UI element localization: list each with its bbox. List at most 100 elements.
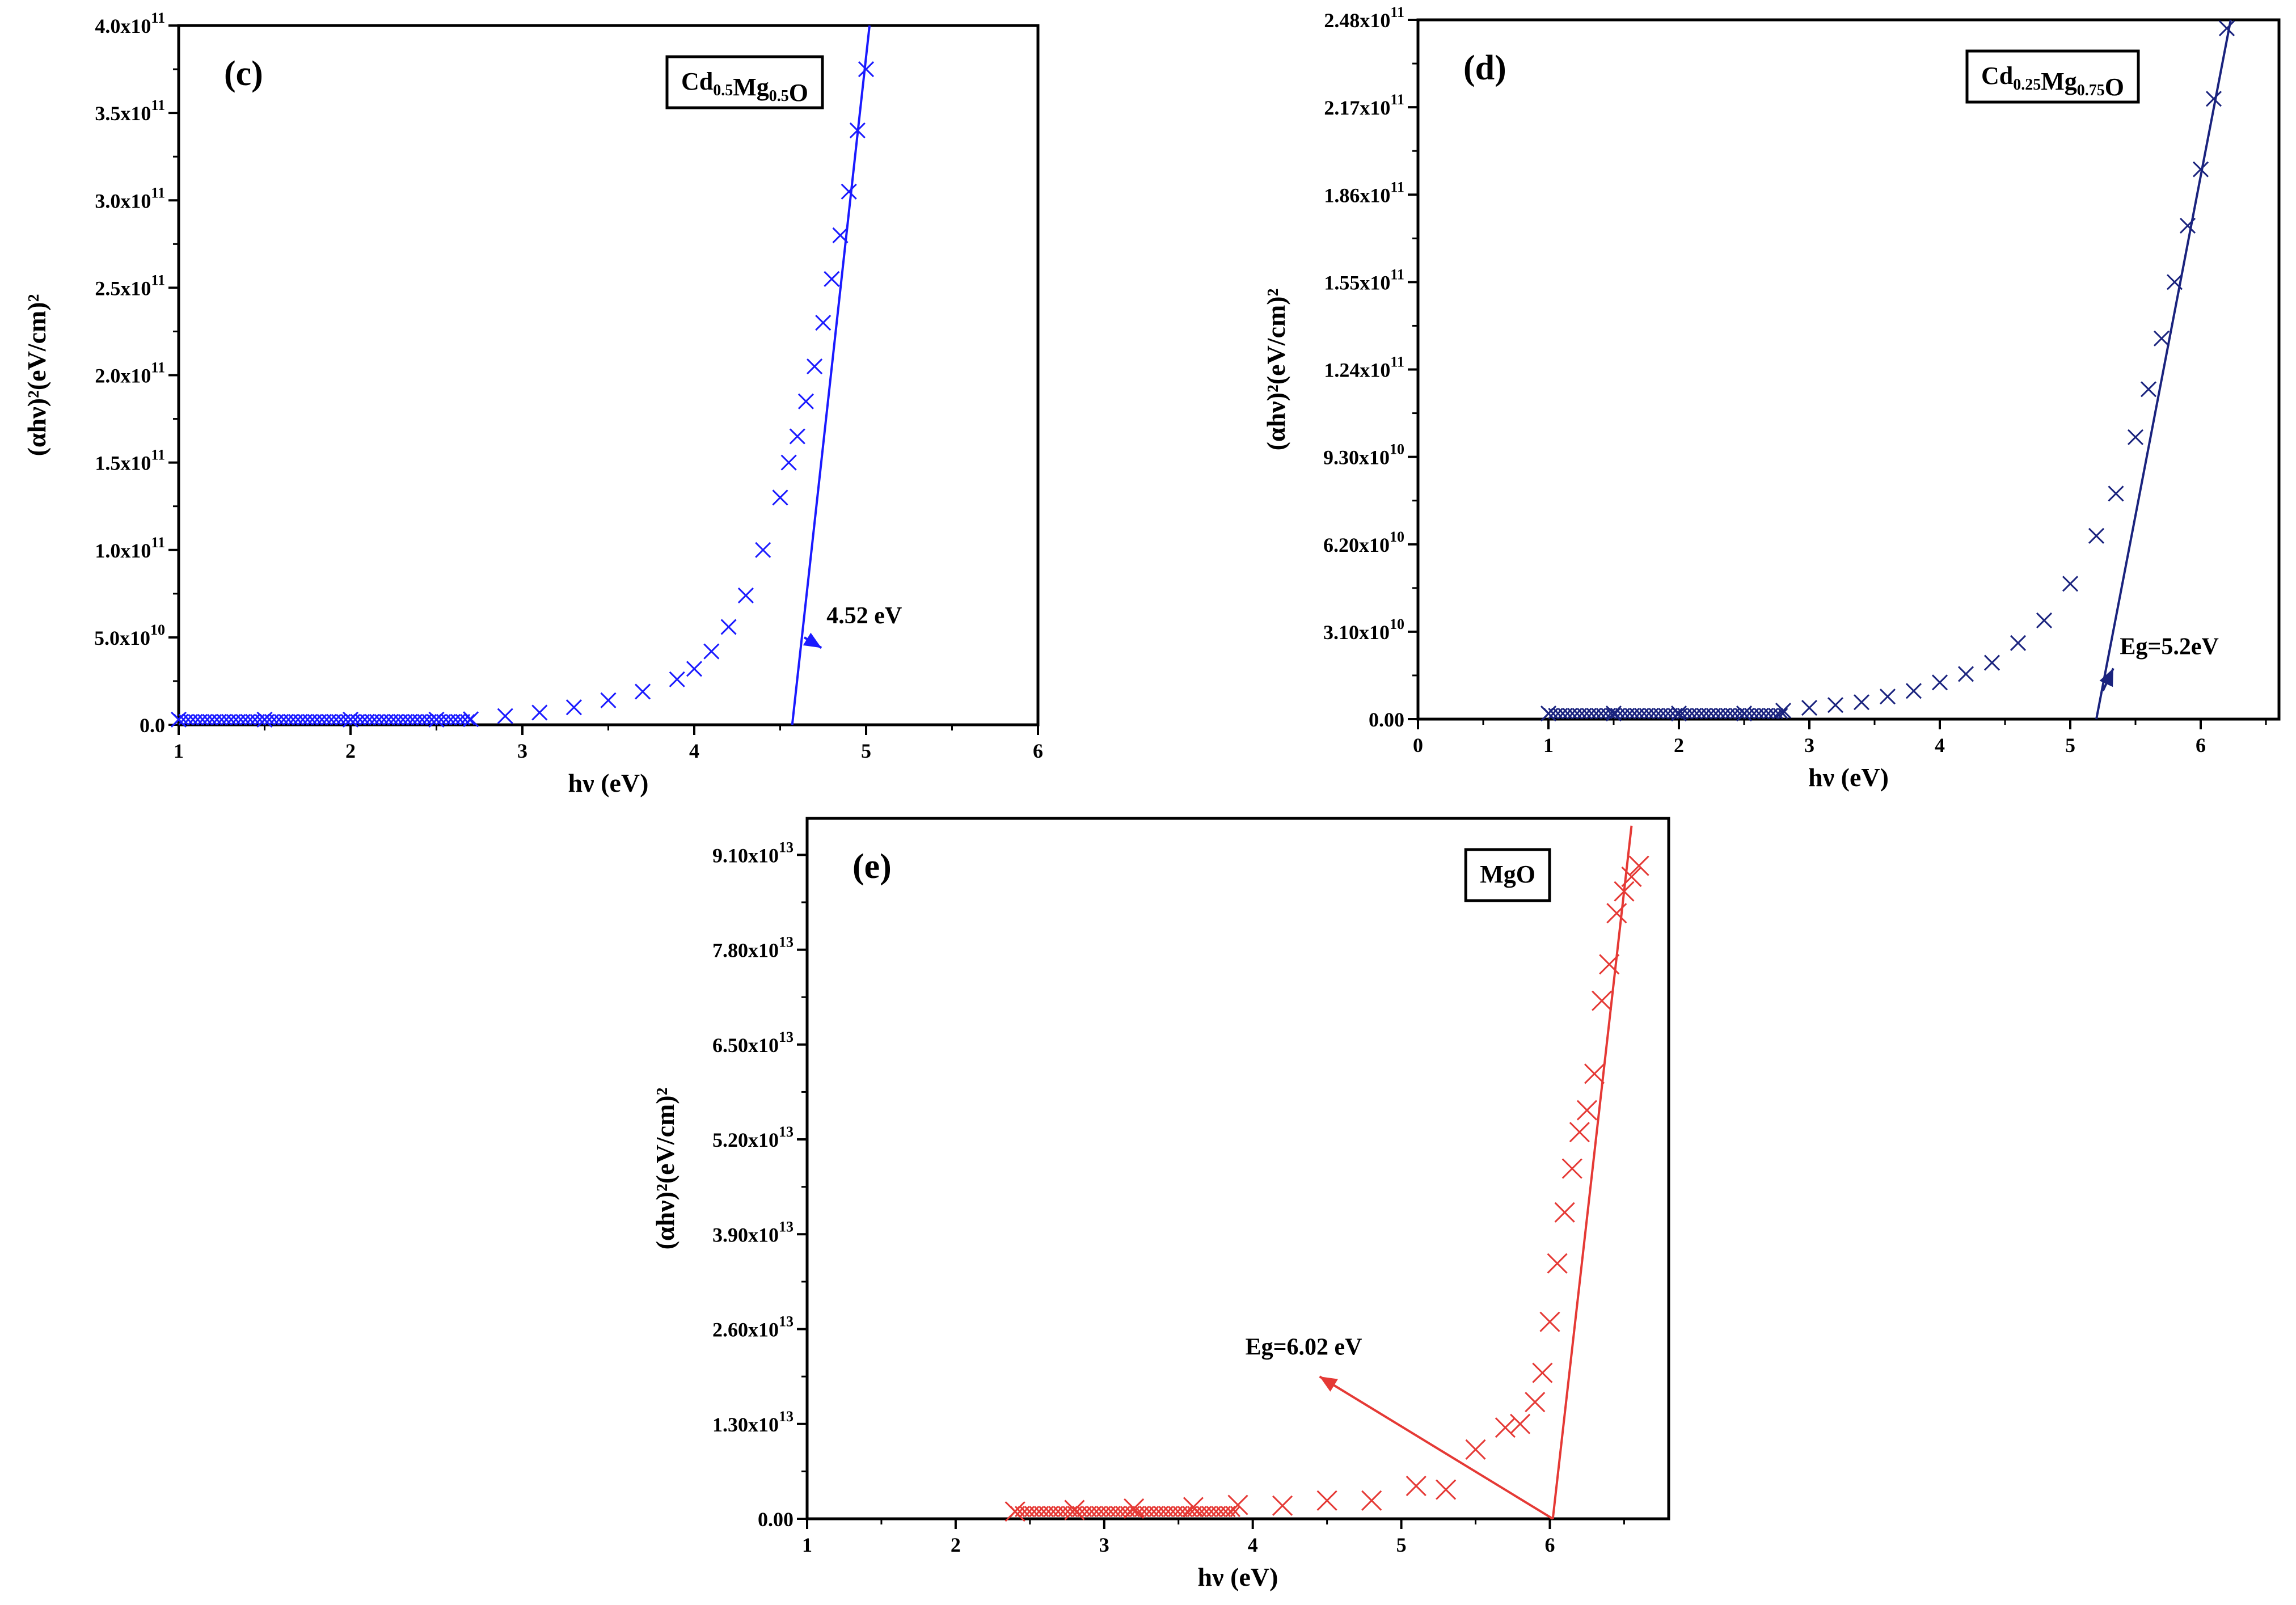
y-tick-label: 3.0x1011 — [95, 184, 165, 212]
annotation-arrowhead — [2099, 668, 2113, 687]
y-tick-label: 5.0x1010 — [94, 622, 165, 649]
data-point — [1931, 674, 1948, 691]
y-tick-label: 0.0 — [140, 714, 165, 737]
data-point — [269, 713, 280, 725]
y-tick-label: 2.5x1011 — [95, 272, 165, 299]
data-point — [497, 708, 513, 724]
data-point — [780, 454, 797, 471]
data-point — [1668, 708, 1678, 720]
data-point — [772, 489, 788, 506]
data-point — [1586, 708, 1597, 720]
panel-label: (c) — [224, 54, 263, 93]
data-point — [212, 713, 222, 725]
x-tick-label: 0 — [1413, 734, 1423, 757]
legend-box — [1464, 848, 1551, 902]
data-point — [1677, 708, 1688, 720]
data-point — [1225, 1506, 1236, 1518]
data-point — [173, 713, 184, 725]
data-point — [2192, 161, 2209, 178]
data-point — [635, 683, 651, 700]
data-point — [1057, 1506, 1069, 1518]
data-point — [436, 713, 447, 725]
data-point — [1615, 708, 1626, 720]
chart-panel-3: 1 2 3 4 5 6 0.00 1.30x1013 2.60x1013 3.90x1013 5.2… — [651, 817, 1670, 1591]
data-point — [412, 713, 423, 725]
data-point — [354, 713, 365, 725]
data-point — [1758, 708, 1769, 720]
x-tick-label: 3 — [517, 740, 527, 762]
legend-box — [665, 55, 824, 109]
data-point — [431, 713, 442, 725]
data-point — [369, 713, 380, 725]
y-tick-label: 3.5x1011 — [95, 97, 165, 125]
data-point — [1039, 1506, 1049, 1518]
data-point — [1043, 1506, 1054, 1518]
data-point — [1686, 708, 1698, 720]
data-point — [1062, 1506, 1073, 1518]
data-point — [1153, 1506, 1164, 1518]
data-point — [302, 713, 313, 725]
data-point — [1024, 1506, 1035, 1518]
data-point — [1072, 1506, 1083, 1518]
data-point — [1624, 708, 1635, 720]
y-tick-label: 4.0x1011 — [95, 10, 165, 37]
y-tick-label: 2.17x1011 — [1324, 91, 1404, 119]
x-tick-label: 5 — [861, 740, 871, 762]
data-point — [1096, 1506, 1107, 1518]
data-point — [1134, 1506, 1145, 1518]
data-point — [1778, 708, 1788, 720]
data-point — [1086, 1506, 1097, 1518]
data-point — [1749, 708, 1759, 720]
x-axis-label: hν (eV) — [1808, 763, 1889, 792]
data-point — [1532, 1362, 1553, 1383]
data-point — [686, 661, 703, 677]
data-point — [197, 713, 208, 725]
data-point — [226, 713, 237, 725]
data-point — [1230, 1506, 1240, 1518]
annotation-label: Eg=6.02 eV — [1246, 1334, 1362, 1361]
data-point — [445, 713, 456, 725]
x-tick-label: 1 — [174, 740, 184, 762]
data-point — [1691, 708, 1702, 720]
data-point — [2140, 381, 2157, 398]
y-tick-label: 5.20x1013 — [712, 1124, 794, 1151]
data-point — [1706, 708, 1716, 720]
data-point — [2127, 429, 2144, 445]
data-point — [1552, 708, 1563, 720]
data-point — [565, 699, 582, 716]
data-point — [2205, 91, 2222, 107]
data-point — [1801, 700, 1818, 716]
y-tick-label: 1.5x1011 — [95, 447, 165, 475]
data-point — [1569, 1122, 1590, 1143]
data-point — [1711, 708, 1721, 720]
data-point — [755, 542, 771, 558]
data-point — [1543, 708, 1554, 720]
data-point — [1436, 1479, 1457, 1500]
data-point — [531, 704, 548, 721]
y-tick-label: 2.48x1011 — [1324, 4, 1404, 32]
x-axis-label: hν (eV) — [568, 768, 649, 797]
data-point — [1576, 708, 1588, 720]
x-tick-label: 4 — [1248, 1534, 1258, 1556]
data-point — [1957, 666, 1974, 682]
data-point — [350, 713, 361, 725]
y-tick-label: 6.50x1013 — [712, 1029, 794, 1057]
data-point — [1196, 1506, 1207, 1518]
data-point — [221, 713, 232, 725]
data-point — [259, 713, 270, 725]
data-point — [1701, 708, 1712, 720]
data-point — [807, 358, 823, 375]
data-point — [1628, 855, 1649, 876]
data-point — [293, 713, 303, 725]
data-point — [1696, 708, 1707, 720]
data-point — [2153, 330, 2170, 347]
y-tick-label: 1.24x1011 — [1324, 354, 1404, 382]
data-point — [1029, 1506, 1040, 1518]
data-point — [1316, 1490, 1337, 1511]
data-point — [1983, 654, 2000, 671]
data-point — [1601, 708, 1611, 720]
data-point — [316, 713, 327, 725]
data-point — [278, 713, 289, 725]
x-tick-label: 5 — [2065, 734, 2075, 757]
data-point — [1629, 708, 1640, 720]
